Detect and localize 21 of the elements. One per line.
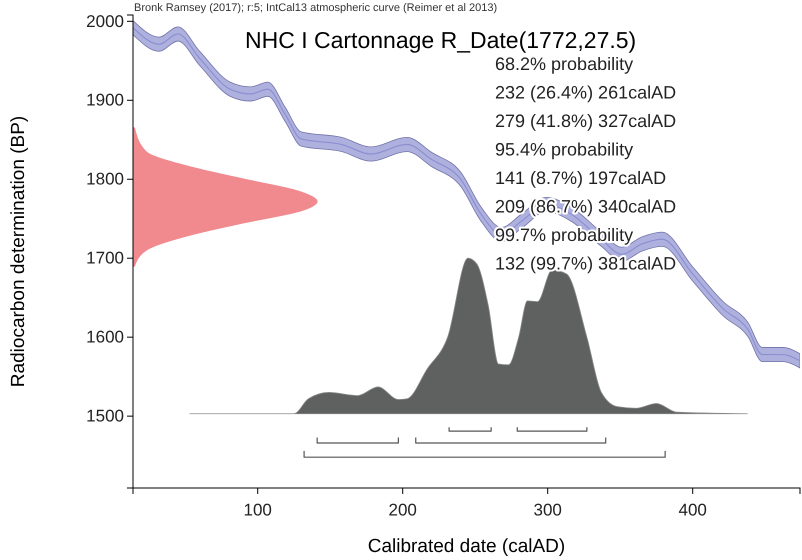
y-axis-title: Radiocarbon determination (BP) [8,116,29,388]
annotation: 95.4% probability [495,140,634,160]
annotation: 209 (86.7%) 340calAD [495,196,676,216]
x-tick-label: 300 [534,500,562,520]
y-tick-label: 1900 [86,90,124,110]
annotation: 68.2% probability [495,54,634,74]
text: NHC I Cartonnage R_Date(1772,27.5) [245,27,636,53]
x-tick-label: 200 [388,500,417,520]
annotation: 279 (41.8%) 327calAD [495,111,676,131]
annotation: 141 (8.7%) 197calAD [495,168,666,188]
y-tick-label: 1800 [86,170,124,189]
y-tick-label: 1600 [86,328,124,347]
y-tick-label: 1500 [86,406,124,426]
text: Bronk Ramsey (2017); r:5; IntCal13 atmospheric curve (Reimer et al 2013) [134,2,498,14]
y-tick-label: 2000 [86,12,124,31]
annotation: 132 (99.7%) 381calAD [495,254,676,274]
x-tick-label: 400 [678,500,707,520]
y-tick-label: 1700 [86,248,124,268]
x-tick-label: 100 [244,500,272,520]
x-axis-title: Calibrated date (calAD) [368,536,566,557]
annotation: 232 (26.4%) 261calAD [495,82,676,102]
